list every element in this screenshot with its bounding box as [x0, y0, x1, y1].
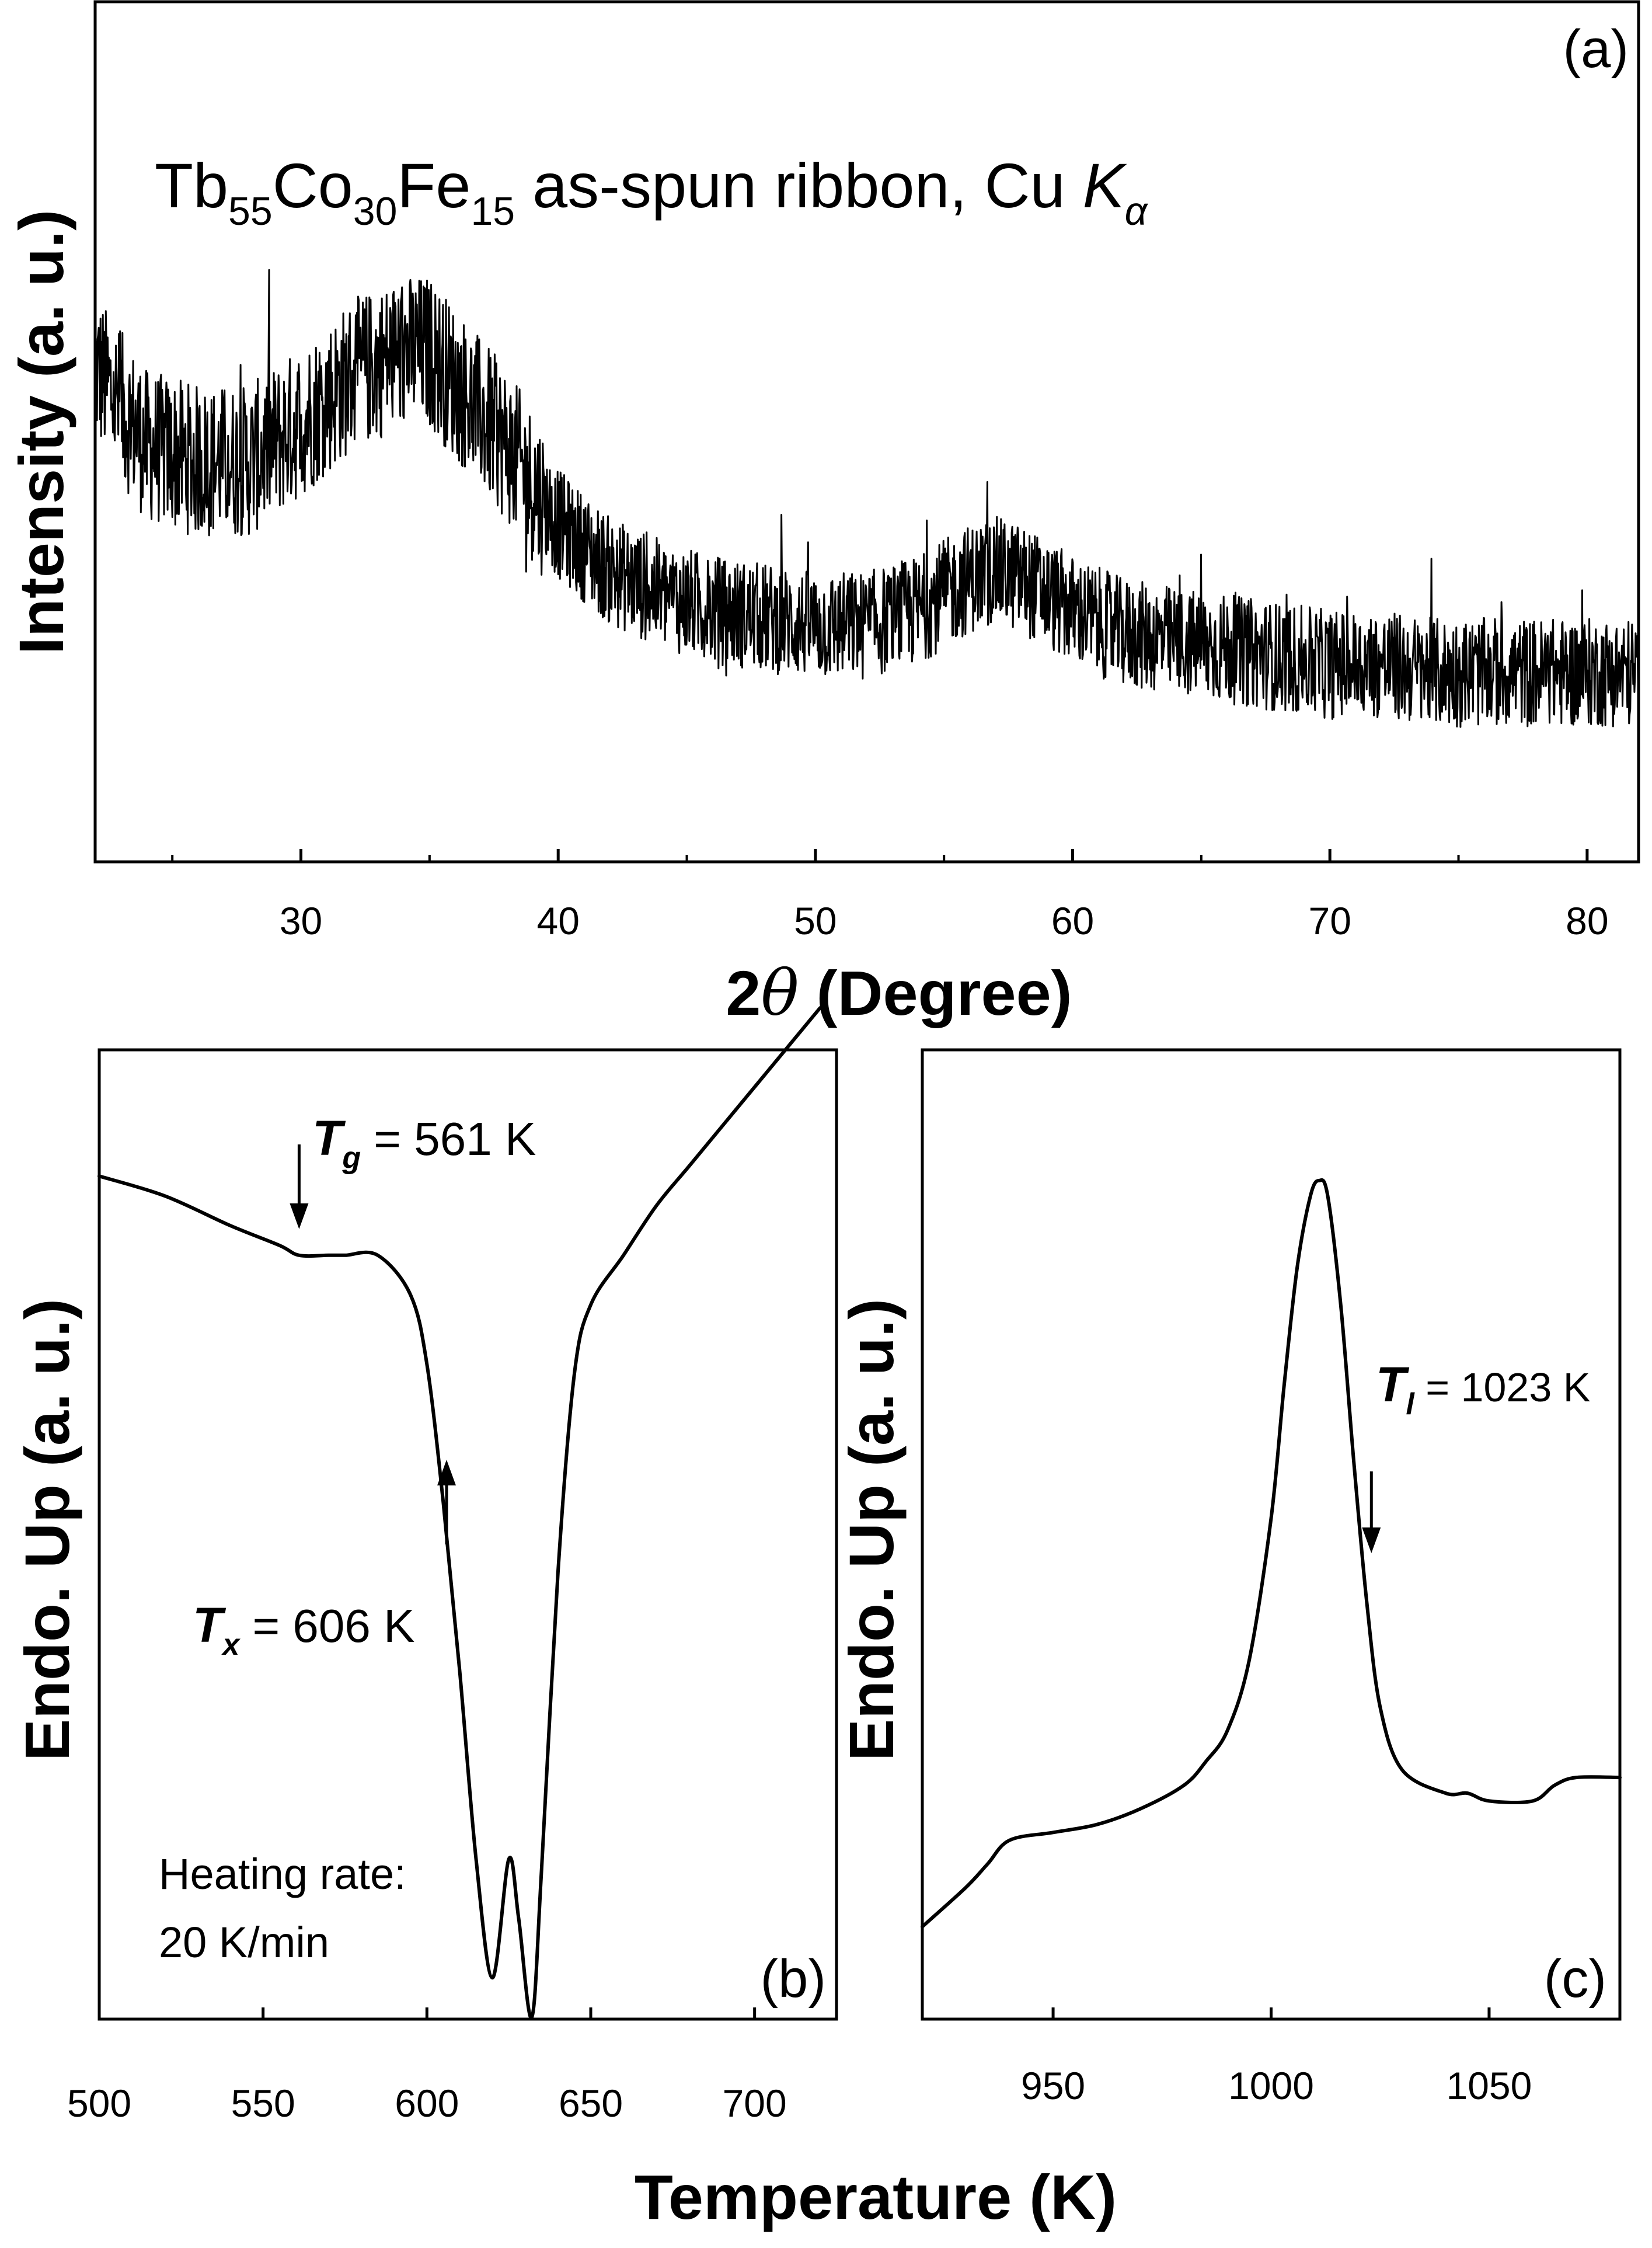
x-tick-label-500: 500 — [67, 2082, 131, 2125]
x-tick-label-550: 550 — [231, 2082, 295, 2125]
x-tick-label-1000: 1000 — [1228, 2064, 1314, 2107]
x-tick-label-700: 700 — [723, 2082, 787, 2125]
tx-value: = 606 K — [239, 1600, 414, 1652]
xlabel-rest: (Degree) — [799, 958, 1072, 1028]
xrd-y-axis-title: Intensity (a. u.) — [6, 210, 76, 655]
dsc-high-x-tick-labels: 950 1000 1050 — [1021, 2064, 1532, 2107]
x-tick-label-600: 600 — [395, 2082, 459, 2125]
title-co: Co — [273, 150, 353, 221]
xrd-x-ticks — [171, 849, 1589, 862]
x-tick-label-650: 650 — [559, 2082, 623, 2125]
title-fe: Fe — [397, 150, 470, 221]
tl-value: = 1023 K — [1414, 1365, 1591, 1410]
tx-sub: x — [221, 1628, 241, 1662]
tx-symbol: T — [193, 1598, 226, 1652]
tl-arrow — [1362, 1471, 1381, 1553]
tg-label: Tg = 561 K — [312, 1111, 536, 1175]
dsc-high-x-ticks — [1051, 2007, 1491, 2019]
title-tb-sub: 55 — [228, 189, 273, 234]
title-fe-sub: 15 — [470, 189, 515, 234]
xrd-title: Tb55Co30Fe15 as-spun ribbon, Cu Kα — [155, 150, 1149, 234]
dsc-low-plot-frame — [97, 1048, 838, 2021]
tg-arrow — [290, 1144, 309, 1229]
dsc-low-x-tick-labels: 500 550 600 650 700 — [67, 2082, 787, 2125]
title-co-sub: 30 — [353, 189, 398, 234]
x-tick-label-80: 80 — [1566, 899, 1608, 942]
title-tb: Tb — [155, 150, 228, 221]
tl-sub: l — [1406, 1387, 1415, 1421]
tg-symbol: T — [312, 1111, 346, 1165]
xrd-plot-frame — [93, 0, 1640, 864]
dsc-high-panel: 950 1000 1050 (c) Tl = 1023 K Endo. Up (a.… — [836, 1048, 1622, 2107]
tl-symbol: T — [1376, 1357, 1410, 1412]
xrd-pattern-line — [94, 269, 1640, 728]
title-alpha: α — [1125, 189, 1149, 234]
dsc-high-y-axis-title: Endo. Up (a. u.) — [836, 1299, 907, 1761]
xrd-panel: 30 40 50 60 70 80 (a) Tb55Co30Fe15 as-spun ri… — [6, 0, 1640, 1030]
panel-label-a: (a) — [1563, 19, 1629, 79]
title-rest: as-spun ribbon, Cu — [515, 150, 1083, 221]
x-tick-label-40: 40 — [536, 899, 579, 942]
x-tick-label-70: 70 — [1308, 899, 1351, 942]
xlabel-two: 2 — [726, 958, 761, 1028]
tx-arrow — [437, 1460, 456, 1544]
panel-label-b: (b) — [761, 1949, 826, 2009]
tl-label: Tl = 1023 K — [1376, 1357, 1590, 1421]
dsc-low-panel: 500 550 600 650 700 (b) Tg = 561 K Tx = 606 … — [12, 1006, 838, 2125]
dsc-low-y-axis-title: Endo. Up (a. u.) — [12, 1299, 82, 1761]
heating-rate-line2: 20 K/min — [159, 1918, 329, 1967]
tx-label: Tx = 606 K — [193, 1598, 414, 1662]
temperature-x-axis-title: Temperature (K) — [635, 2162, 1117, 2232]
dsc-high-plot-frame — [921, 1048, 1622, 2021]
x-tick-label-950: 950 — [1021, 2064, 1085, 2107]
dsc-high-curve — [921, 1178, 1622, 1929]
xrd-x-tick-labels: 30 40 50 60 70 80 — [280, 899, 1609, 942]
dsc-low-curve — [97, 1006, 822, 2020]
x-tick-label-30: 30 — [280, 899, 322, 942]
title-k: K — [1083, 150, 1127, 221]
x-tick-label-1050: 1050 — [1447, 2064, 1532, 2107]
tg-sub: g — [341, 1141, 361, 1175]
xlabel-theta: θ — [761, 957, 799, 1030]
x-tick-label-50: 50 — [794, 899, 837, 942]
dsc-low-x-ticks — [97, 2007, 757, 2019]
tg-value: = 561 K — [361, 1113, 536, 1165]
x-tick-label-60: 60 — [1051, 899, 1094, 942]
heating-rate-line1: Heating rate: — [159, 1850, 406, 1898]
xrd-x-axis-title: 2θ (Degree) — [726, 957, 1072, 1030]
panel-label-c: (c) — [1544, 1949, 1606, 2009]
